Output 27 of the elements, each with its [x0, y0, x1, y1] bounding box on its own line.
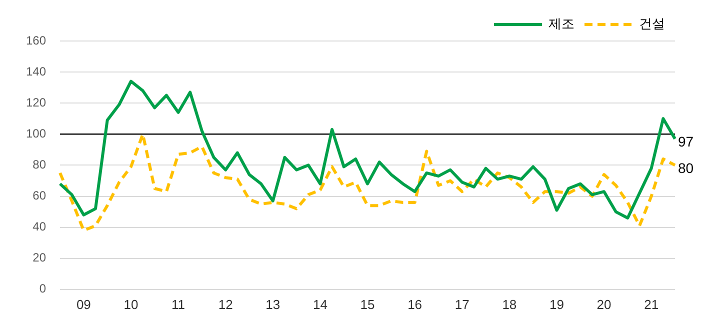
line-series: [58, 132, 676, 232]
y-tick-label: 20: [32, 250, 46, 265]
y-tick-label: 160: [26, 33, 46, 48]
y-tick-label: 0: [39, 282, 46, 296]
x-tick-label: 21: [644, 296, 659, 312]
y-tick-label: 120: [26, 95, 46, 110]
x-tick-label: 20: [596, 296, 612, 312]
x-tick-label: 19: [550, 296, 564, 312]
x-tick-label: 16: [408, 296, 422, 312]
y-tick-label: 100: [26, 126, 46, 140]
y-tick-label: 140: [26, 64, 46, 78]
x-tick-label: 14: [312, 296, 328, 312]
x-tick-label: 10: [124, 296, 138, 312]
y-tick-label: 60: [32, 188, 46, 203]
x-tick-label: 18: [502, 296, 517, 312]
x-tick-label: 15: [360, 296, 375, 312]
x-tick-label: 09: [76, 296, 91, 312]
data-label: 97: [678, 134, 694, 150]
y-tick-label: 80: [32, 158, 46, 172]
data-label: 80: [678, 160, 694, 176]
y-tick-label: 40: [32, 220, 46, 234]
x-tick-label: 17: [454, 296, 470, 312]
x-tick-label: 12: [218, 296, 233, 312]
legend-label: 건설: [639, 16, 665, 32]
x-tick-label: 11: [172, 296, 186, 312]
x-tick-label: 13: [266, 296, 280, 312]
legend-label: 제조: [548, 16, 574, 32]
